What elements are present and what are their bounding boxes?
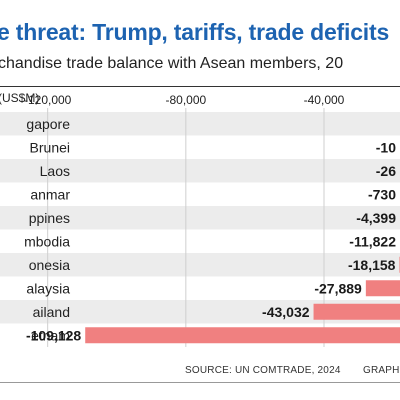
row-stripe [0,112,400,136]
value-label: -26 [376,163,396,179]
title-divider [0,86,400,87]
x-tick-label: -120,000 [24,93,72,107]
category-label: alaysia [26,280,70,296]
chart-title: e threat: Trump, tariffs, trade deficits [0,19,390,45]
category-label: ppines [29,210,70,226]
value-label: -27,889 [314,280,362,296]
category-label: gapore [26,116,70,132]
x-tick-label: -80,000 [165,93,206,107]
chart-subtitle: chandise trade balance with Asean member… [0,55,344,72]
row-stripe [0,159,400,183]
value-label: -730 [368,186,396,202]
data-bar [365,280,400,297]
row-stripe [0,253,400,277]
value-label: -10 [376,139,396,155]
category-label: Laos [40,163,70,179]
value-label: -11,822 [349,233,396,249]
value-label: -4,399 [356,210,396,226]
value-label: -43,032 [262,304,310,320]
category-label: anmar [30,186,70,202]
category-label: etnam [31,327,70,343]
data-bar [85,327,400,344]
data-bar [313,303,400,320]
value-label: -18,158 [348,257,396,273]
graphic-credit: GRAPHIC [363,365,400,376]
row-stripe [0,206,400,230]
category-label: ailand [33,304,70,320]
source-note: SOURCE: UN COMTRADE, 2024 [185,365,341,376]
value-label: -109,128 [26,327,81,343]
category-label: Brunei [30,139,70,155]
unit-label: (US$M) [0,91,40,105]
category-label: mbodia [24,233,70,249]
x-tick-label: -40,000 [304,93,345,107]
footer-divider [0,382,400,383]
row-stripe [0,300,400,324]
category-label: onesia [29,257,70,273]
